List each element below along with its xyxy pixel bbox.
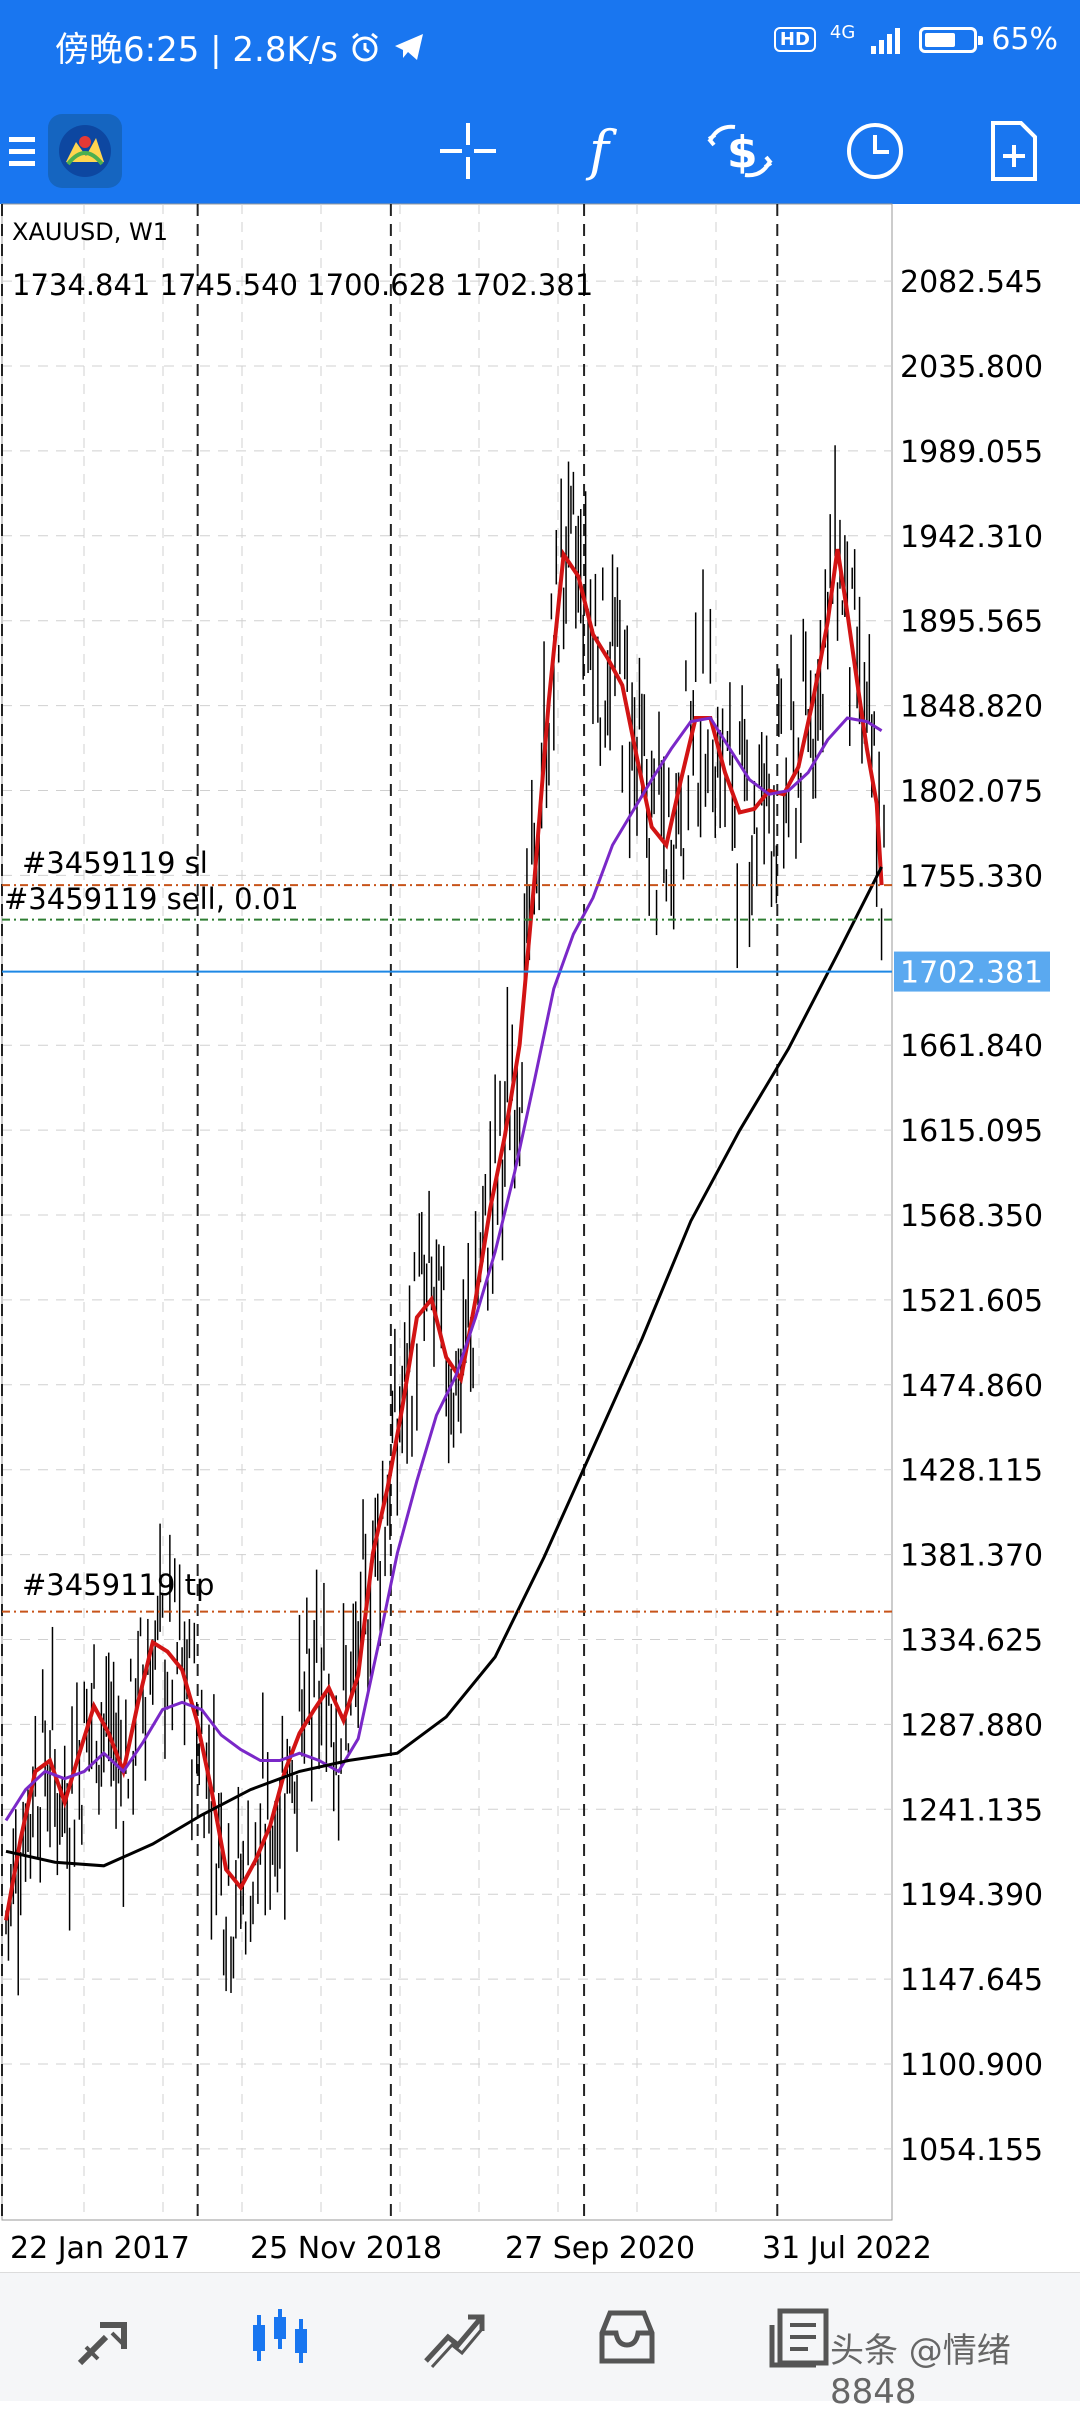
signal-icon <box>871 27 901 54</box>
history-clock-icon[interactable] <box>830 106 920 196</box>
telegram-icon <box>394 33 423 60</box>
y-tick-label: 2082.545 <box>900 265 1043 300</box>
status-left: 傍晚6:25 | 2.8K/s <box>55 22 426 71</box>
current-price-label: 1702.381 <box>900 956 1043 991</box>
y-tick-label: 1661.840 <box>900 1029 1043 1064</box>
indicators-icon[interactable]: f <box>560 106 650 196</box>
menu-icon[interactable] <box>0 106 60 196</box>
x-tick-label: 31 Jul 2022 <box>762 2231 932 2266</box>
y-tick-label: 1287.880 <box>900 1708 1043 1743</box>
plot-frame <box>1 203 893 2221</box>
y-tick-label: 1474.860 <box>900 1369 1043 1404</box>
y-tick-label: 1194.390 <box>900 1878 1043 1913</box>
y-tick-label: 1802.075 <box>900 775 1043 810</box>
y-tick-label: 1615.095 <box>900 1114 1043 1149</box>
order-sl-label[interactable]: #3459119 sl <box>22 846 208 880</box>
chart-area[interactable] <box>0 204 1080 2272</box>
y-tick-label: 1568.350 <box>900 1199 1043 1234</box>
order-sell-label[interactable]: #3459119 sell, 0.01 <box>4 882 299 916</box>
battery-icon <box>919 26 984 53</box>
y-tick-label: 1895.565 <box>900 605 1043 640</box>
moving-average-line <box>4 548 884 1921</box>
candles <box>5 445 885 1996</box>
y-tick-label: 2035.800 <box>900 350 1043 385</box>
battery-text: 65% <box>991 22 1058 57</box>
status-bar: 傍晚6:25 | 2.8K/s HD 4G 65% <box>0 0 1080 96</box>
horizontal-grid <box>2 280 892 2150</box>
network-type: 4G <box>829 22 856 43</box>
trade-icon[interactable]: $ <box>695 106 785 196</box>
moving-average-line <box>4 716 883 1822</box>
x-tick-label: 22 Jan 2017 <box>10 2231 190 2266</box>
trade-tab-icon[interactable] <box>408 2293 498 2383</box>
order-levels: 1702.381 <box>2 884 1050 1613</box>
y-tick-label: 1334.625 <box>900 1623 1043 1658</box>
y-tick-label: 1147.645 <box>900 1963 1043 1998</box>
y-tick-label: 1755.330 <box>900 859 1043 894</box>
bottom-nav: 头条 @情绪8848 <box>0 2272 1080 2412</box>
y-tick-label: 1428.115 <box>900 1454 1043 1489</box>
messages-tab-icon[interactable] <box>756 2293 846 2383</box>
time-axis: 22 Jan 2017 25 Nov 2018 27 Sep 2020 31 Jul … <box>10 2231 932 2266</box>
status-right: HD 4G 65% <box>773 22 1058 57</box>
symbol-label: XAUUSD, W1 <box>12 218 168 246</box>
crosshair-icon[interactable] <box>423 106 513 196</box>
y-tick-label: 1521.605 <box>900 1284 1043 1319</box>
y-tick-label: 1100.900 <box>900 2048 1043 2083</box>
top-toolbar: f $ <box>0 96 1080 204</box>
moving-averages <box>4 548 884 1921</box>
y-tick-label: 1381.370 <box>900 1539 1043 1574</box>
svg-text:$: $ <box>727 127 758 178</box>
y-tick-label: 1241.135 <box>900 1793 1043 1828</box>
ohlc-values: 1734.841 1745.540 1700.628 1702.381 <box>12 268 594 302</box>
x-tick-label: 25 Nov 2018 <box>250 2231 442 2266</box>
new-order-icon[interactable] <box>968 106 1058 196</box>
y-tick-label: 1942.310 <box>900 520 1043 555</box>
current-price-tag <box>894 951 1050 992</box>
y-tick-label: 1989.055 <box>900 435 1043 470</box>
alarm-icon <box>352 32 378 61</box>
hd-badge: HD <box>773 27 816 52</box>
y-tick-label: 1054.155 <box>900 2133 1043 2168</box>
x-tick-label: 27 Sep 2020 <box>505 2231 695 2266</box>
quotes-tab-icon[interactable] <box>62 2293 152 2383</box>
order-tp-label[interactable]: #3459119 tp <box>22 1568 215 1602</box>
watermark-text: 头条 @情绪8848 <box>830 2331 1011 2412</box>
moving-average-line <box>5 866 883 1868</box>
status-time: 傍晚6:25 | 2.8K/s <box>55 30 338 70</box>
price-axis: 2082.545 2035.800 1989.055 1942.310 1895.565… <box>900 265 1043 2168</box>
y-tick-label: 1848.820 <box>900 690 1043 725</box>
history-tab-icon[interactable] <box>582 2293 672 2383</box>
vertical-grid <box>1 204 779 2220</box>
price-chart[interactable]: 1702.381 2082.545 2035.800 1989.055 1942.31… <box>0 0 1080 2272</box>
chart-tab-icon[interactable] <box>235 2293 325 2383</box>
mt5-app-logo[interactable] <box>40 106 130 196</box>
